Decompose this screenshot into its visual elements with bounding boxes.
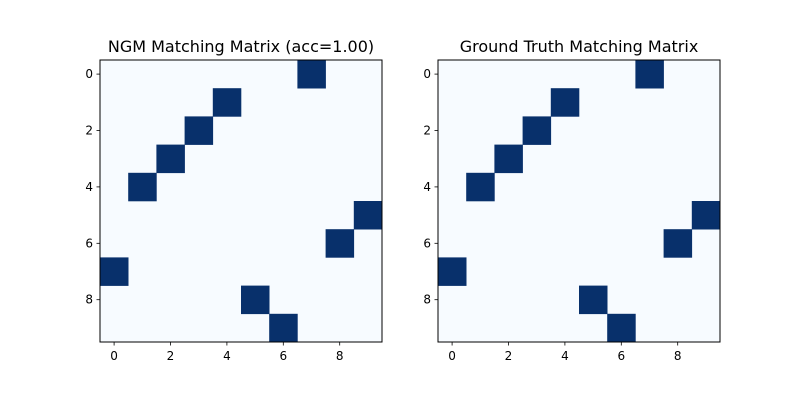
- ngm-x-tick-label-4: 4: [223, 349, 231, 363]
- ground-truth-x-tick-label-2: 2: [505, 349, 513, 363]
- ngm-match-cell-r3-c2: [156, 144, 185, 174]
- ground-truth-y-tick-label-2: 2: [423, 124, 431, 138]
- ground-truth-match-cell-r3-c2: [494, 144, 523, 174]
- ngm-match-cell-r5-c9: [353, 201, 383, 230]
- ground-truth-y-tick-label-6: 6: [423, 236, 431, 250]
- ground-truth-matrix-panel: Ground Truth Matching Matrix 0 2 4 6 8 0 2 4 6 8: [423, 37, 721, 363]
- ngm-x-tick-label-8: 8: [336, 349, 344, 363]
- ngm-match-cell-r6-c8: [325, 229, 355, 258]
- ground-truth-matrix-title: Ground Truth Matching Matrix: [460, 37, 699, 56]
- ngm-match-cell-r9-c6: [269, 313, 298, 343]
- ngm-match-cell-r8-c5: [241, 285, 270, 315]
- ground-truth-x-tick-label-6: 6: [617, 349, 625, 363]
- ngm-y-tick-label-2: 2: [85, 124, 93, 138]
- ngm-match-cell-r1-c4: [212, 88, 242, 117]
- ngm-x-tick-label-2: 2: [167, 349, 175, 363]
- ground-truth-x-tick-label-0: 0: [448, 349, 456, 363]
- ground-truth-y-tick-label-4: 4: [423, 180, 431, 194]
- ngm-x-tick-label-6: 6: [279, 349, 287, 363]
- ngm-y-tick-label-0: 0: [85, 67, 93, 81]
- ground-truth-match-cell-r0-c7: [635, 60, 664, 89]
- ground-truth-match-cell-r2-c3: [522, 116, 552, 145]
- ngm-y-tick-label-6: 6: [85, 236, 93, 250]
- ground-truth-axes-frame: [437, 59, 721, 343]
- ground-truth-x-tick-label-4: 4: [561, 349, 569, 363]
- ngm-axes-frame: [99, 59, 383, 343]
- ground-truth-y-tick-label-8: 8: [423, 293, 431, 307]
- ngm-match-cell-r0-c7: [297, 60, 326, 89]
- ground-truth-match-cell-r9-c6: [607, 313, 636, 343]
- ngm-match-cell-r4-c1: [128, 172, 157, 202]
- ground-truth-match-cell-r6-c8: [663, 229, 693, 258]
- ground-truth-match-cell-r5-c9: [691, 201, 721, 230]
- ground-truth-match-cell-r7-c0: [438, 257, 467, 286]
- ngm-matrix-panel: NGM Matching Matrix (acc=1.00) 0 2 4 6 8 0 2 4 6…: [85, 37, 383, 363]
- ngm-x-tick-label-0: 0: [110, 349, 118, 363]
- ground-truth-match-cell-r8-c5: [579, 285, 608, 315]
- ground-truth-match-cell-r1-c4: [550, 88, 580, 117]
- ngm-match-cell-r2-c3: [184, 116, 214, 145]
- ground-truth-match-cell-r4-c1: [466, 172, 495, 202]
- ngm-match-cell-r7-c0: [100, 257, 129, 286]
- ngm-y-tick-label-8: 8: [85, 293, 93, 307]
- ngm-y-tick-label-4: 4: [85, 180, 93, 194]
- ground-truth-x-tick-label-8: 8: [674, 349, 682, 363]
- ground-truth-y-tick-label-0: 0: [423, 67, 431, 81]
- ngm-matrix-title: NGM Matching Matrix (acc=1.00): [108, 37, 374, 56]
